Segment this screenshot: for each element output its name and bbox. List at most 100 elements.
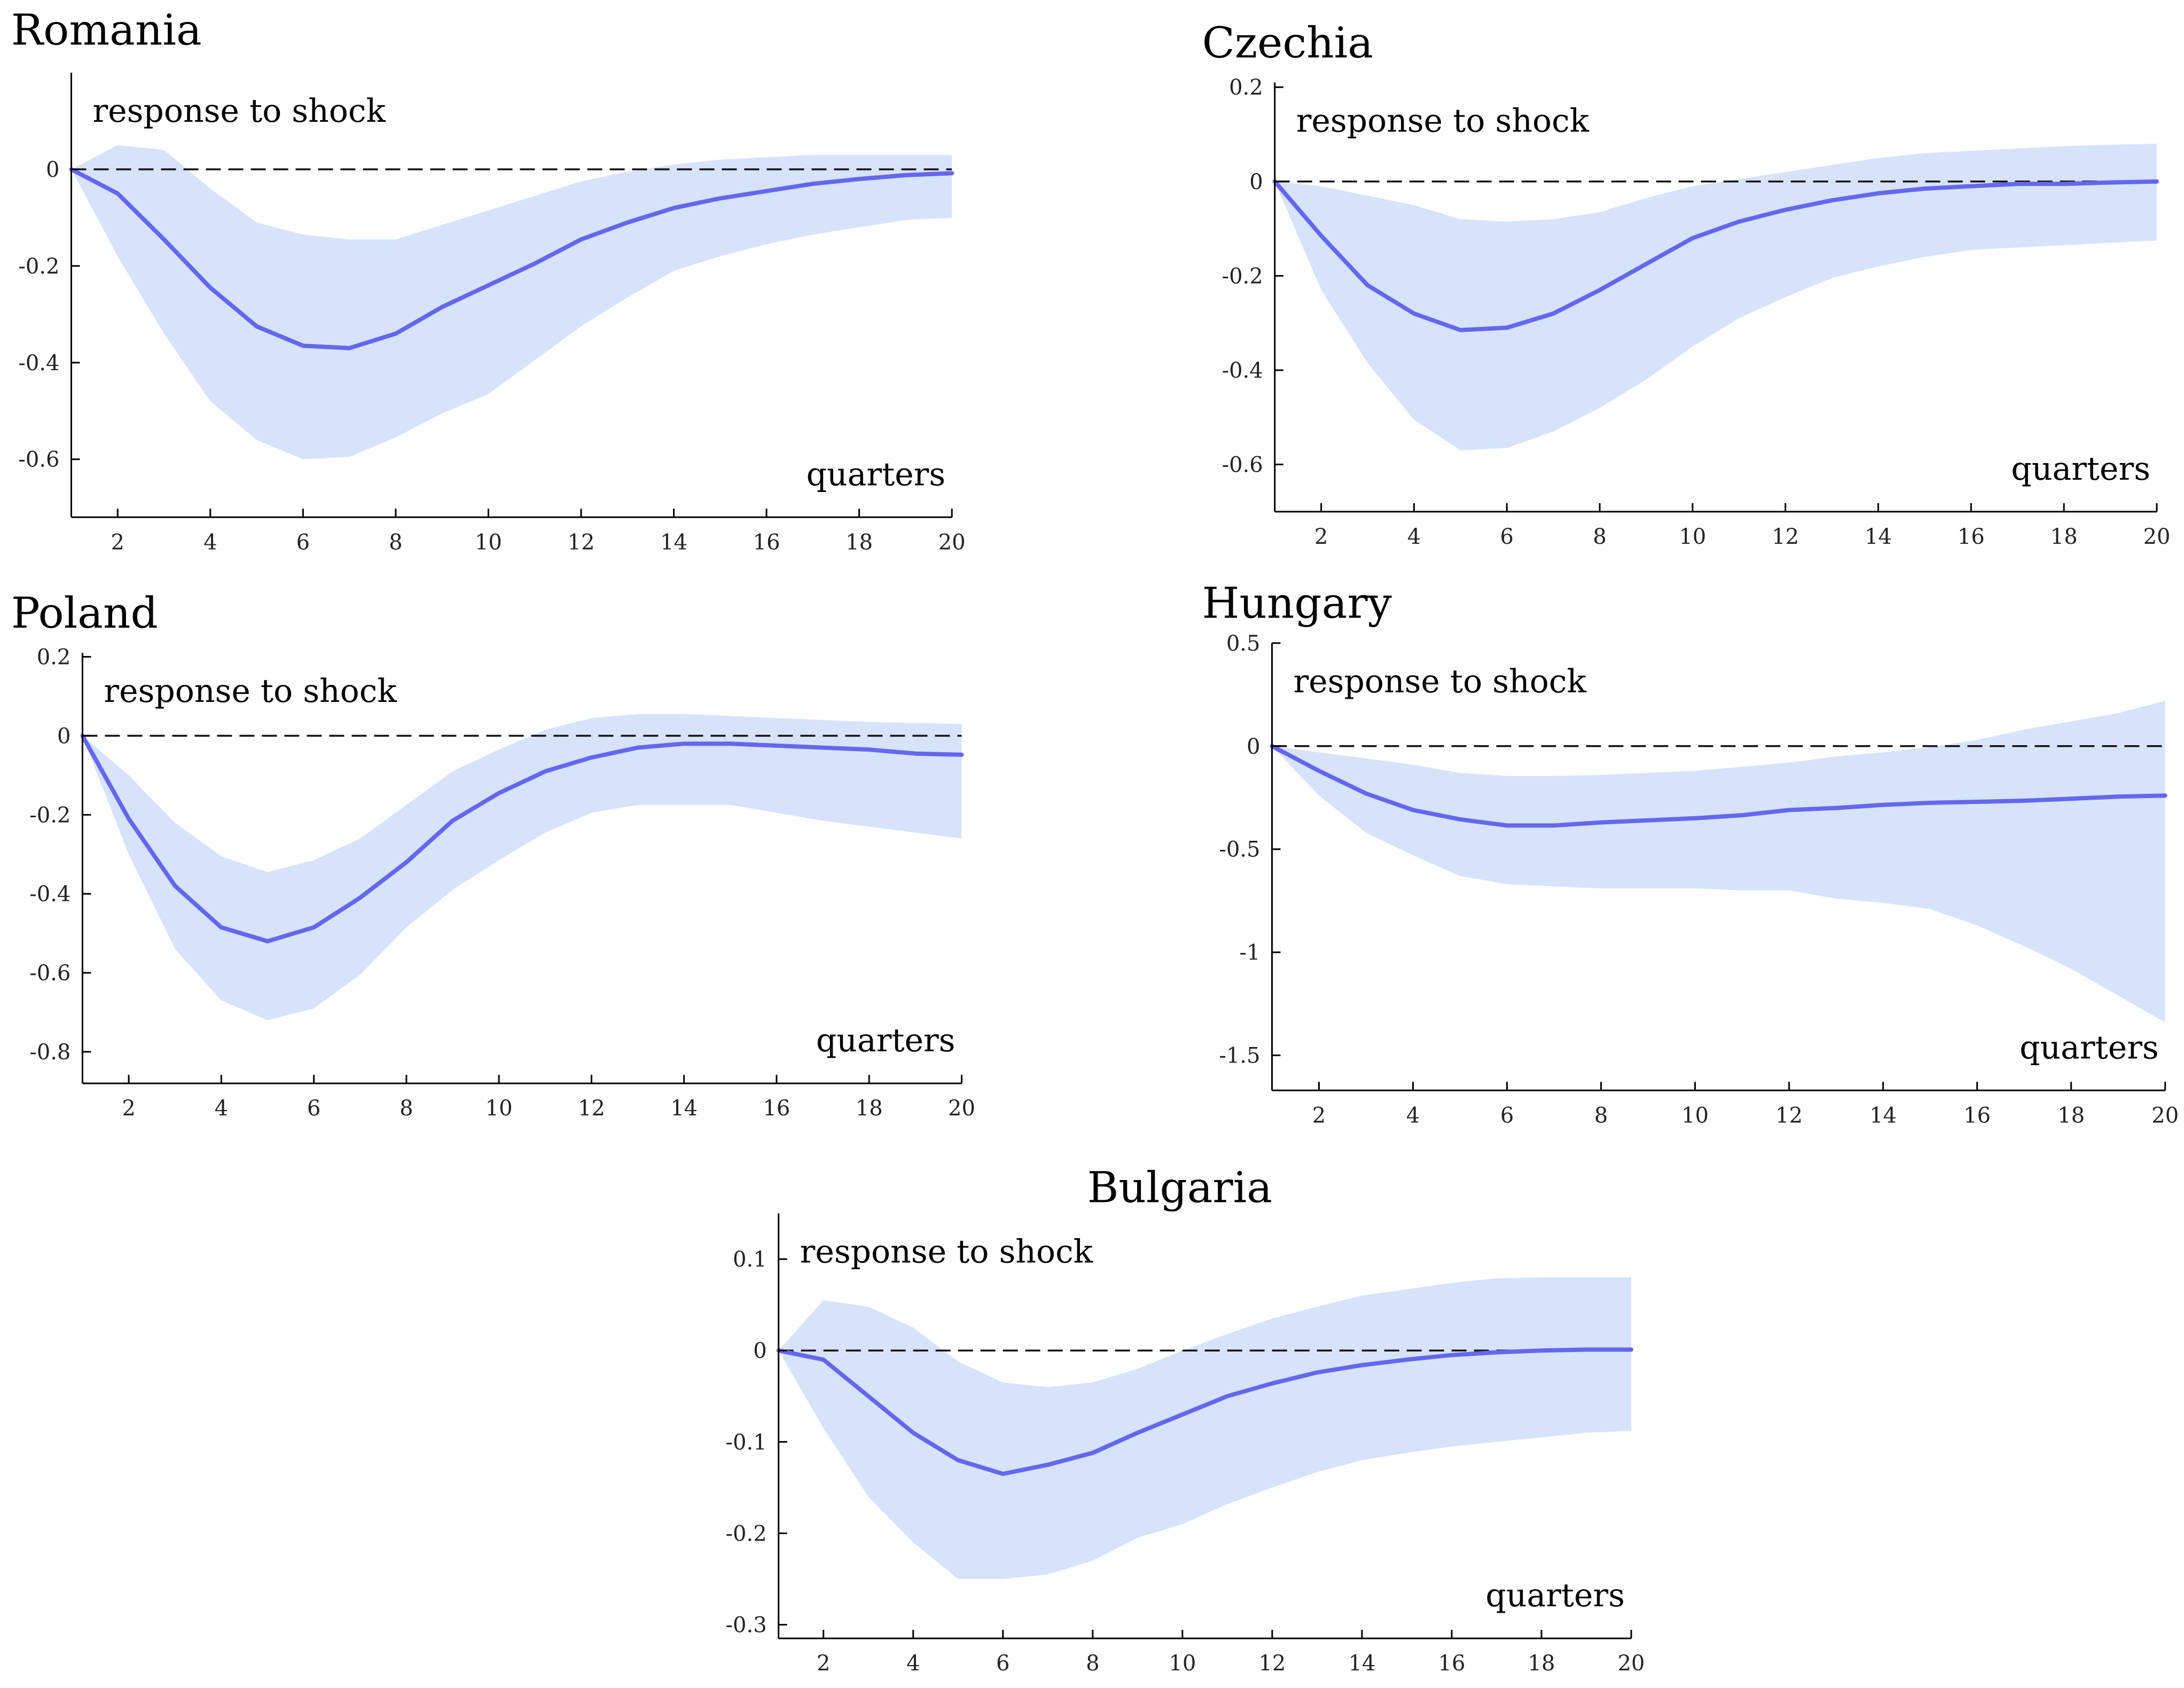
panel-title: Romania: [11, 5, 202, 55]
x-tick-label: 8: [1086, 1651, 1099, 1676]
x-tick-label: 18: [856, 1096, 883, 1121]
x-tick-label: 2: [817, 1651, 830, 1676]
y-tick-label: -0.5: [1219, 838, 1260, 862]
panel-title: Czechia: [1202, 18, 1373, 67]
y-tick-label: -0.1: [726, 1430, 767, 1455]
annotation-label: response to shock: [104, 673, 397, 710]
x-tick-label: 6: [307, 1096, 320, 1121]
x-tick-label: 16: [1958, 525, 1985, 549]
x-tick-label: 2: [1312, 1103, 1326, 1128]
response-line: [80, 733, 964, 943]
panel-poland: 2 4 6 8 10 12 14 16 18 20 0.2 0 -0.2 -0.4 -0.6 -0.8 Pola…: [11, 588, 975, 1121]
x-tick-label: 14: [1869, 1103, 1897, 1128]
response-line: [1272, 179, 2159, 332]
x-axis-label: quarters: [2011, 450, 2150, 488]
x-tick-label: 4: [203, 530, 217, 554]
x-tick-label: 4: [906, 1651, 920, 1676]
x-tick-label: 16: [1963, 1103, 1991, 1128]
x-tick-label: 14: [1865, 525, 1892, 549]
y-tick-label: 0: [1247, 734, 1260, 759]
x-tick-label: 2: [1314, 525, 1328, 549]
y-tick-label: 0.2: [37, 645, 71, 670]
y-tick-label: 0.5: [1226, 631, 1261, 656]
x-tick-label: 12: [1258, 1651, 1286, 1676]
annotation-label: response to shock: [92, 92, 386, 130]
confidence-band: [1274, 144, 2157, 450]
x-tick-label: 12: [568, 530, 595, 554]
y-tick-label: 0: [753, 1339, 766, 1363]
x-tick-label: 2: [122, 1096, 135, 1121]
confidence-band: [71, 145, 952, 459]
x-tick-label: 6: [1500, 1103, 1514, 1128]
y-tick-label: 0: [57, 724, 71, 748]
x-tick-label: 10: [1681, 1103, 1709, 1128]
y-tick-label: 0.1: [733, 1247, 767, 1272]
x-tick-label: 20: [1618, 1651, 1645, 1676]
y-tick-label: -0.4: [29, 882, 71, 906]
x-tick-label: 4: [215, 1096, 228, 1121]
y-tick-label: 0: [46, 158, 59, 182]
response-line: [776, 1347, 1633, 1476]
x-tick-label: 12: [1772, 525, 1799, 549]
panel-romania: 2 4 6 8 10 12 14 16 18 20 0 -0.2 -0.4 -0.6 Romania resp…: [11, 5, 966, 555]
y-tick-label: -1.5: [1219, 1044, 1260, 1068]
x-tick-label: 8: [1594, 1103, 1608, 1128]
y-tick-label: -0.8: [29, 1040, 71, 1065]
y-tick-label: 0.2: [1229, 75, 1263, 100]
y-tick-label: 0: [1249, 170, 1263, 194]
x-tick-label: 14: [1348, 1651, 1375, 1676]
x-tick-label: 10: [1169, 1651, 1196, 1676]
x-tick-label: 6: [1500, 525, 1514, 549]
x-tick-label: 8: [389, 530, 402, 554]
panel-czechia: 2 4 6 8 10 12 14 16 18 20 0.2 0 -0.2 -0.4 -0.6 Czechia r…: [1202, 18, 2171, 549]
x-tick-label: 8: [400, 1096, 413, 1121]
x-tick-label: 2: [111, 530, 124, 554]
x-tick-label: 20: [938, 530, 966, 554]
x-tick-label: 16: [753, 530, 780, 554]
annotation-label: response to shock: [1293, 663, 1586, 700]
x-tick-label: 4: [1407, 525, 1421, 549]
x-tick-label: 20: [948, 1096, 975, 1121]
x-axis-label: quarters: [2019, 1029, 2159, 1066]
annotation-label: response to shock: [1296, 102, 1590, 139]
panel-hungary: 2 4 6 8 10 12 14 16 18 20 0.5 0 -0.5 -1 -1.5 Hungary res…: [1202, 579, 2179, 1128]
response-line: [1270, 744, 2167, 828]
y-tick-label: -0.4: [1222, 358, 1263, 383]
response-line: [69, 167, 954, 350]
x-tick-label: 8: [1593, 525, 1606, 549]
x-tick-label: 12: [578, 1096, 605, 1121]
x-axis-label: quarters: [816, 1022, 956, 1059]
x-tick-label: 18: [2050, 525, 2078, 549]
x-axis-label: quarters: [807, 456, 946, 493]
x-tick-label: 14: [670, 1096, 698, 1121]
y-tick-label: -0.2: [18, 254, 59, 279]
x-tick-label: 16: [1438, 1651, 1466, 1676]
x-tick-label: 10: [475, 530, 502, 554]
confidence-band: [1272, 700, 2165, 1022]
panel-title: Hungary: [1202, 579, 1392, 628]
panel-title: Bulgaria: [1087, 1163, 1272, 1213]
x-tick-label: 14: [660, 530, 687, 554]
x-tick-label: 20: [2143, 525, 2171, 549]
x-tick-label: 18: [1528, 1651, 1555, 1676]
y-tick-label: -0.6: [18, 448, 59, 472]
panel-bulgaria: 2 4 6 8 10 12 14 16 18 20 0.1 0 -0.1 -0.2 -0.3 Bulgaria…: [726, 1163, 1645, 1676]
x-tick-label: 10: [1679, 525, 1706, 549]
y-tick-label: -0.2: [726, 1521, 767, 1546]
confidence-band: [778, 1277, 1631, 1579]
x-tick-label: 6: [296, 530, 310, 554]
x-tick-label: 4: [1406, 1103, 1420, 1128]
y-tick-label: -0.3: [726, 1613, 767, 1637]
y-tick-label: -0.2: [29, 803, 71, 827]
y-tick-label: -1: [1240, 941, 1261, 965]
x-tick-label: 16: [763, 1096, 790, 1121]
panel-title: Poland: [11, 588, 158, 638]
y-tick-label: -0.6: [29, 961, 71, 986]
y-tick-label: -0.4: [18, 351, 59, 376]
x-axis-label: quarters: [1485, 1577, 1625, 1614]
x-tick-label: 6: [996, 1651, 1009, 1676]
x-tick-label: 18: [846, 530, 873, 554]
confidence-band: [82, 714, 962, 1020]
x-tick-label: 12: [1775, 1103, 1803, 1128]
